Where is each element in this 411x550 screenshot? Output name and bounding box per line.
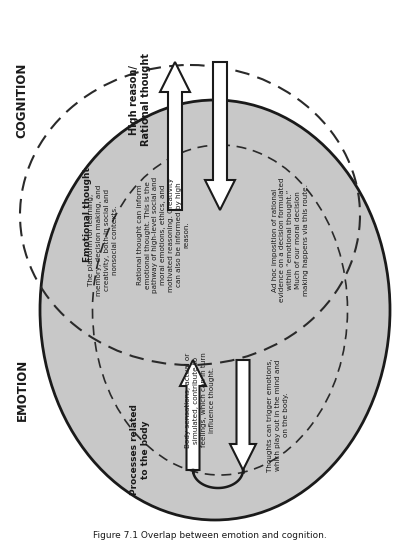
Text: EMOTION: EMOTION — [16, 359, 28, 421]
FancyArrow shape — [230, 360, 256, 470]
Text: COGNITION: COGNITION — [16, 62, 28, 138]
Text: Rational thought can inform
emotional thought. This is the
pathway of high-level: Rational thought can inform emotional th… — [137, 177, 189, 293]
Text: The platform for learning,
memory, decision making, and
creativity, both in soci: The platform for learning, memory, decis… — [88, 184, 118, 296]
Text: Emotional thought: Emotional thought — [83, 168, 92, 262]
Text: High reason/
Rational thought: High reason/ Rational thought — [129, 53, 151, 146]
FancyArrow shape — [180, 360, 206, 470]
FancyArrow shape — [205, 62, 235, 210]
Text: Ad hoc imposition of rational
evidence on a decision formulated
within “emotiona: Ad hoc imposition of rational evidence o… — [272, 178, 309, 302]
Text: Body sensations, actual or
simulated, contribute to
feelings, which can in turn
: Body sensations, actual or simulated, co… — [185, 353, 215, 448]
Text: Thoughts can trigger emotions,
which play out in the mind and
on the body.: Thoughts can trigger emotions, which pla… — [267, 358, 289, 472]
FancyArrow shape — [160, 62, 190, 210]
Ellipse shape — [40, 100, 390, 520]
Text: Processes related
to the body: Processes related to the body — [130, 405, 150, 496]
Text: Figure 7.1 Overlap between emotion and cognition.: Figure 7.1 Overlap between emotion and c… — [93, 531, 327, 540]
